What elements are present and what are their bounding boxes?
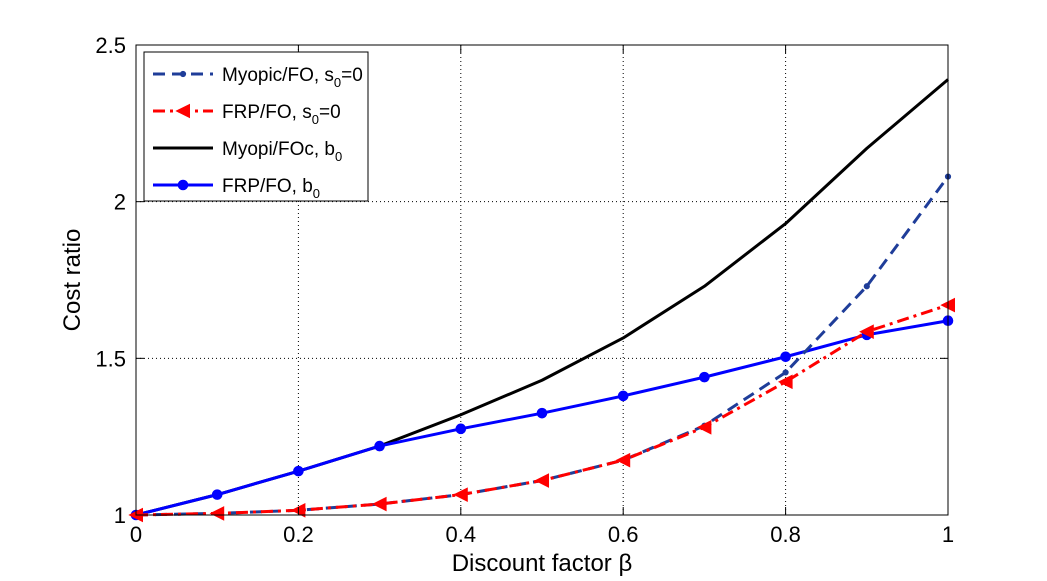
y-axis-label: Cost ratio <box>59 229 86 332</box>
data-point <box>453 487 468 502</box>
data-point <box>696 419 712 435</box>
data-point <box>617 390 629 402</box>
data-point <box>859 324 874 340</box>
grid <box>136 45 948 515</box>
y-tick-label: 1 <box>114 503 126 528</box>
y-tick-label: 1.5 <box>95 346 126 371</box>
data-point <box>782 369 789 376</box>
series-layer <box>128 78 955 523</box>
legend-swatch-marker <box>177 179 189 191</box>
x-tick-label: 0.8 <box>770 522 801 547</box>
legend-label: FRP/FO, s0=0 <box>222 102 341 127</box>
legend-entry-0: Myopic/FO, s0=0 <box>153 65 363 90</box>
legend-swatch-marker <box>175 103 190 119</box>
data-point <box>699 371 710 383</box>
y-tick-label: 2 <box>114 190 126 215</box>
ticks: 0 0.2 0.4 0.6 0.8 1 1 1.5 2 2.5 <box>95 33 954 547</box>
legend-label: Myopi/FOc, b0 <box>222 139 342 164</box>
data-point <box>374 440 385 452</box>
legend-label-subscript: 0 <box>335 149 342 164</box>
legend-label-main: Myopi/FOc, b <box>222 139 335 160</box>
legend-label-subscript: 0 <box>312 112 319 127</box>
data-point <box>293 465 304 477</box>
legend-label: FRP/FO, b0 <box>222 176 320 201</box>
x-tick-label: 0.4 <box>446 522 477 547</box>
legend-label-main: FRP/FO, b <box>222 176 313 197</box>
legend-label-main: Myopic/FO, s <box>222 65 334 86</box>
legend-box <box>143 51 369 202</box>
legend-entry-3: FRP/FO, b0 <box>153 176 320 201</box>
data-point <box>536 407 548 419</box>
x-axis-label: Discount factor β <box>452 550 633 577</box>
legend-label-subscript: 0 <box>334 75 341 90</box>
plot-frame <box>135 44 949 516</box>
x-tick-label: 0.6 <box>608 522 639 547</box>
data-point <box>455 423 467 435</box>
legend-label-tail: =0 <box>341 65 363 86</box>
data-point <box>371 496 387 512</box>
legend-entry-1: FRP/FO, s0=0 <box>153 102 341 127</box>
x-tick-label: 1 <box>942 522 954 547</box>
x-tick-label: 0 <box>130 522 142 547</box>
legend-entry-2: Myopi/FOc, b0 <box>153 139 342 164</box>
legend-label-subscript: 0 <box>313 186 320 201</box>
data-point <box>780 351 791 363</box>
data-point <box>209 506 225 521</box>
data-point <box>777 374 793 390</box>
data-point <box>615 452 631 468</box>
y-tick-label: 2.5 <box>95 33 126 58</box>
legend-label-main: FRP/FO, s <box>222 102 312 123</box>
legend-label-tail: =0 <box>319 102 341 123</box>
data-point <box>863 283 870 290</box>
data-point <box>534 473 549 488</box>
x-tick-label: 0.2 <box>283 522 314 547</box>
legend-swatch-marker <box>179 70 187 78</box>
legend-label: Myopic/FO, s0=0 <box>222 65 363 90</box>
data-point <box>211 489 223 500</box>
series-3 <box>130 315 954 521</box>
